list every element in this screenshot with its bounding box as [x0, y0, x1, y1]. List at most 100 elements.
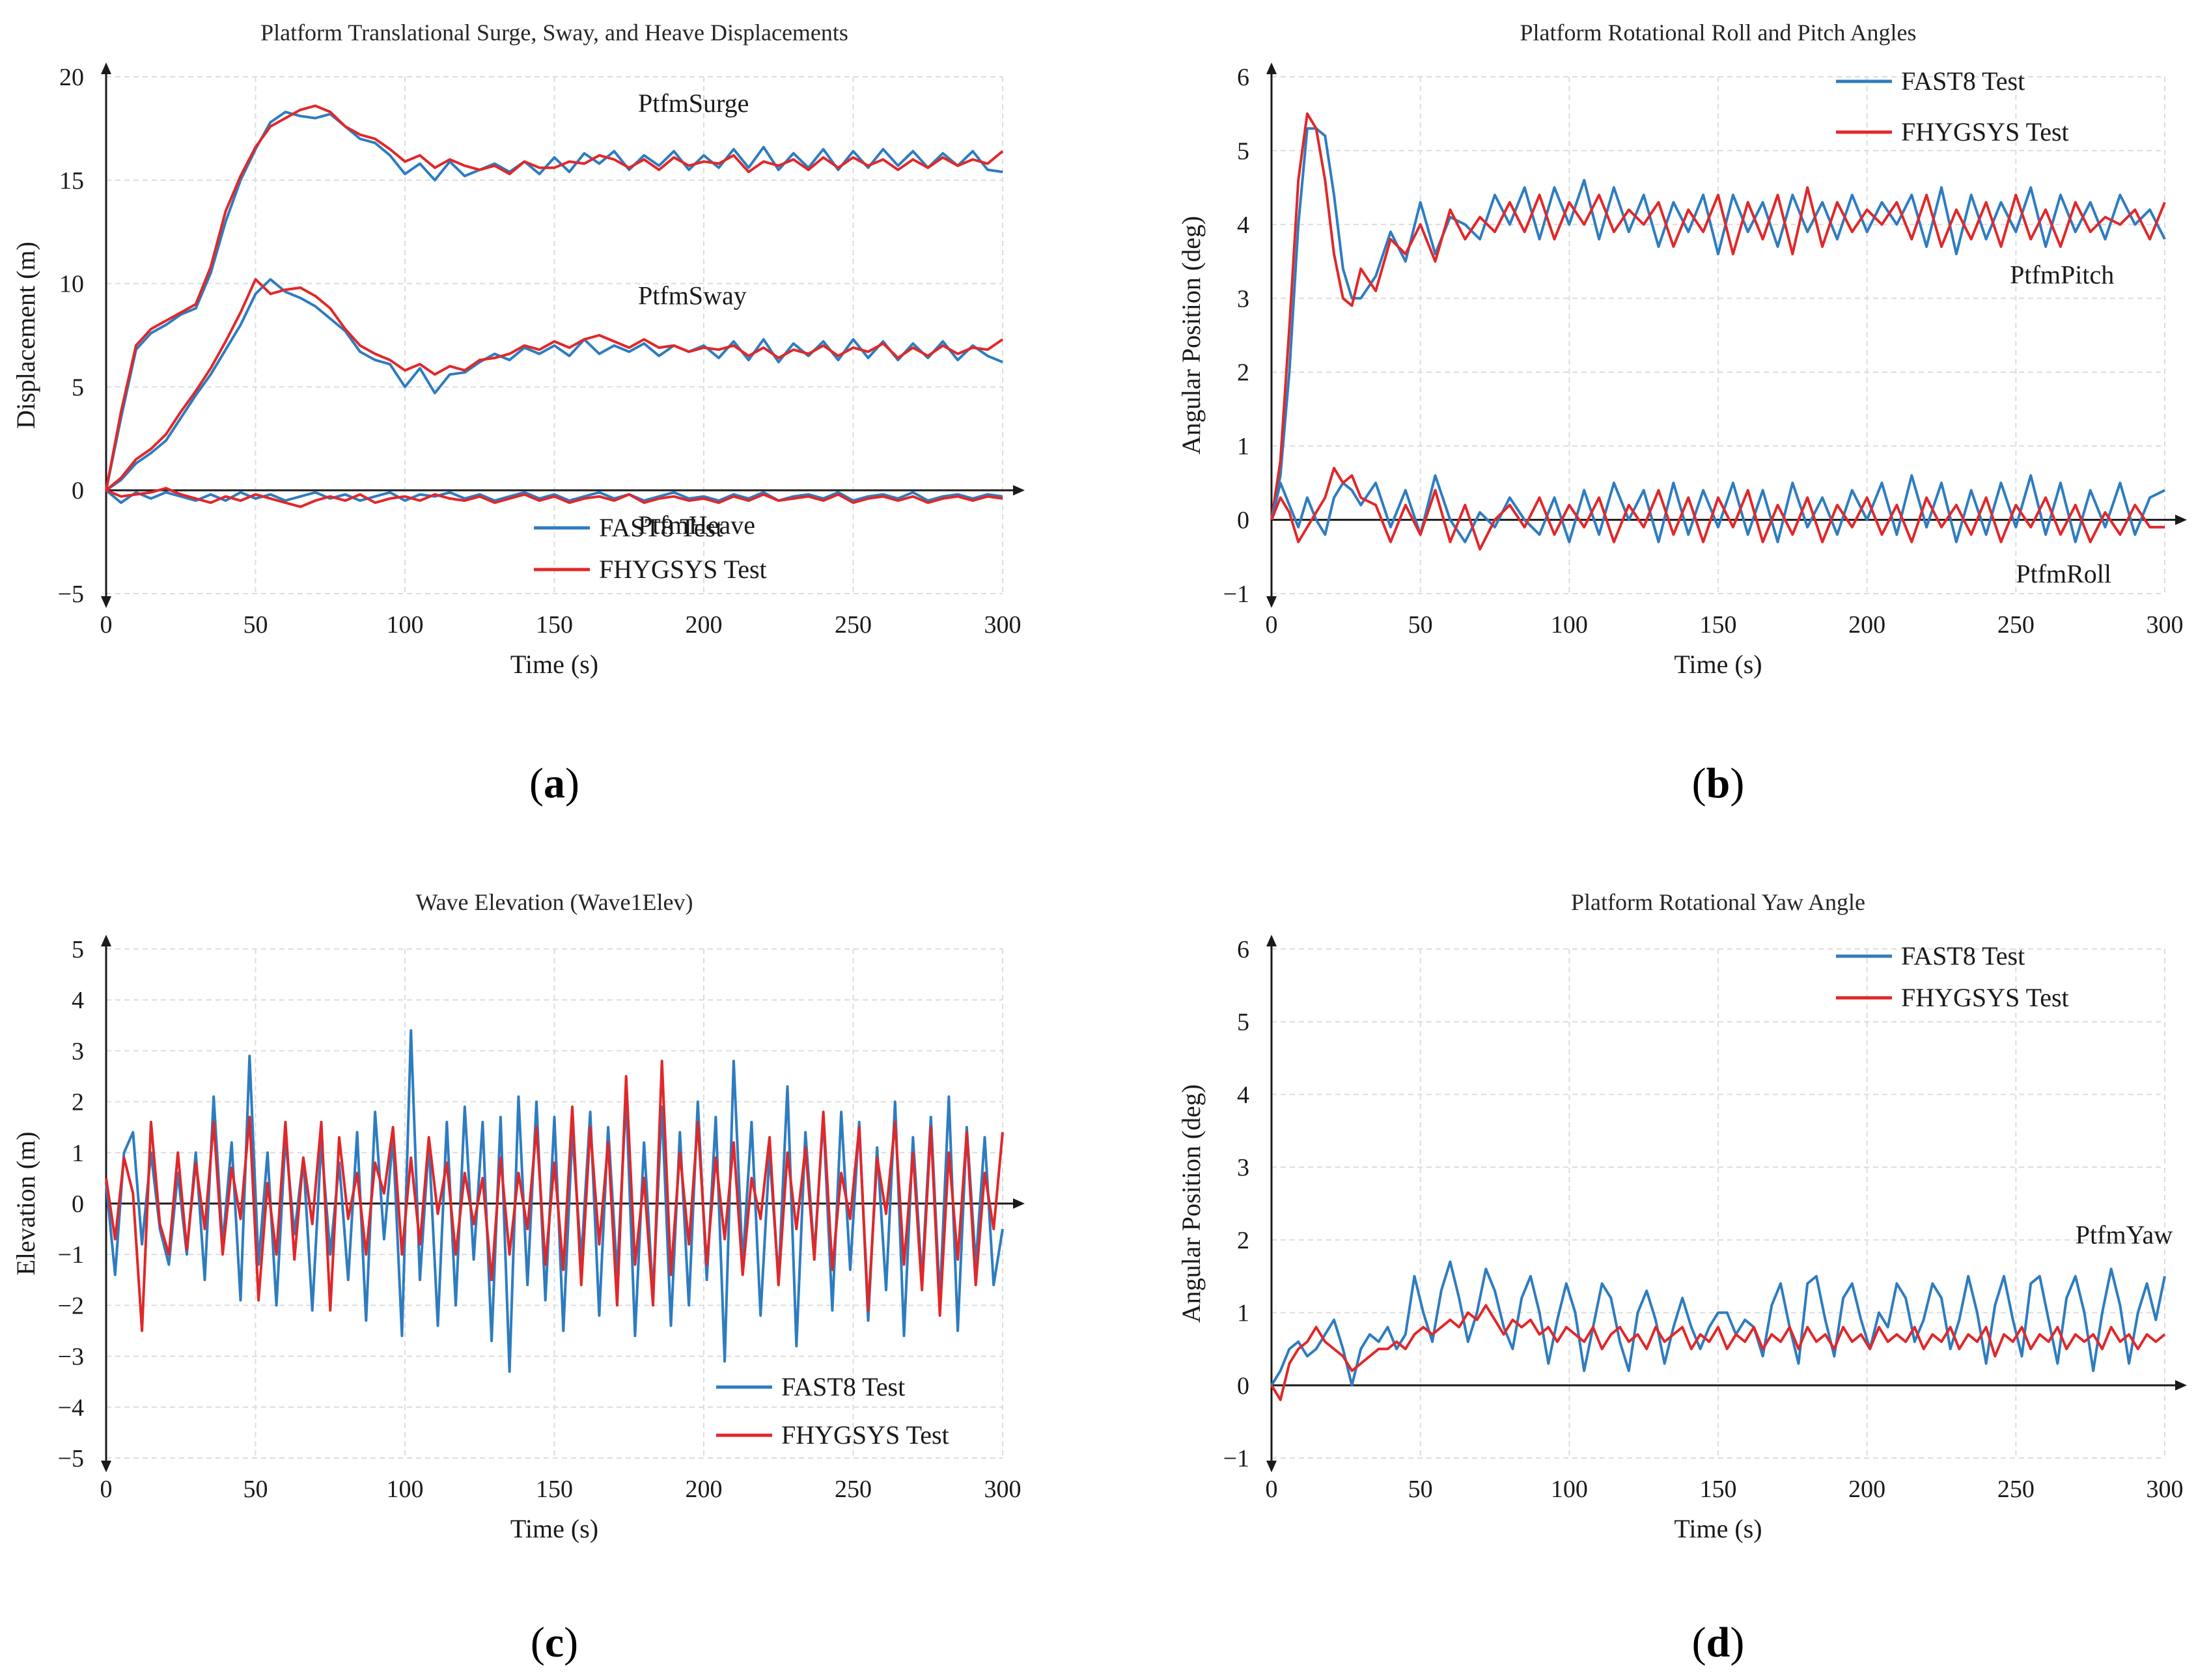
y-axis-arrow-down-icon — [101, 596, 111, 608]
chart-title: Platform Translational Surge, Sway, and … — [260, 20, 848, 46]
y-tick-label: 6 — [1237, 936, 1249, 963]
y-axis-label: Displacement (m) — [11, 241, 40, 429]
x-tick-label: 200 — [1848, 611, 1885, 639]
panel-caption: (a) — [529, 760, 579, 807]
y-axis-label: Elevation (m) — [11, 1131, 40, 1275]
series-annotation: PtfmPitch — [2010, 260, 2114, 290]
x-tick-label: 250 — [835, 611, 872, 639]
y-tick-label: 20 — [59, 64, 84, 91]
legend-label: FAST8 Test — [599, 513, 723, 542]
panel-caption-letter: b — [1706, 760, 1730, 807]
x-tick-label: 100 — [1551, 1476, 1588, 1503]
x-tick-label: 300 — [2147, 611, 2184, 639]
chart-title: Platform Rotational Yaw Angle — [1571, 889, 1865, 915]
y-tick-label: 2 — [1237, 359, 1249, 387]
y-tick-label: 0 — [1237, 1372, 1249, 1399]
series-line-ptfmsurge-fhygsys — [105, 104, 1004, 491]
x-tick-label: 150 — [1700, 1476, 1737, 1503]
y-tick-label: 5 — [1237, 137, 1249, 165]
x-tick-label: 100 — [387, 1476, 424, 1503]
series-line-ptfmroll-fhygsys — [1270, 467, 2165, 551]
legend-label: FHYGSYS Test — [1901, 983, 2069, 1012]
x-axis-arrow-icon — [1013, 1198, 1025, 1209]
y-tick-label: 4 — [72, 987, 84, 1014]
series-line-ptfmpitch-fhygsys — [1270, 112, 2166, 520]
y-tick-label: −5 — [58, 581, 84, 608]
legend-label: FHYGSYS Test — [781, 1420, 949, 1450]
x-axis-label: Time (s) — [1674, 650, 1762, 679]
panel-b: 0 50 100 150 200 250 300 −1 0 1 2 3 4 5 6 Platform Rota… — [1176, 20, 2187, 807]
series-line-wave1elev-fhygsys — [105, 1060, 1004, 1332]
x-tick-label: 250 — [1997, 1476, 2035, 1503]
x-tick-label: 0 — [1266, 1476, 1278, 1503]
panel-caption: (d) — [1692, 1619, 1745, 1666]
y-axis-arrow-up-icon — [101, 62, 111, 74]
series-line-ptfmyaw-fhygsys — [1270, 1304, 2166, 1401]
y-tick-label: 1 — [72, 1140, 84, 1167]
y-axis-arrow-down-icon — [101, 1461, 111, 1472]
panel-caption-letter: d — [1706, 1619, 1730, 1666]
chart-title: Platform Rotational Roll and Pitch Angle… — [1520, 20, 1917, 46]
y-tick-label: 2 — [72, 1089, 84, 1116]
panel-caption-letter: a — [544, 760, 565, 807]
x-tick-label: 300 — [984, 611, 1022, 639]
panel-c: 0 50 100 150 200 250 300 −5 −4 −3 −2 −1 0 1 2 3 4 5 Wave E… — [11, 889, 1025, 1666]
panel-caption: (c) — [531, 1619, 578, 1666]
y-tick-label: 0 — [72, 477, 84, 504]
series-annotation: PtfmYaw — [2076, 1220, 2173, 1249]
x-tick-label: 100 — [387, 611, 424, 639]
panel-caption-letter: c — [545, 1619, 564, 1666]
x-tick-label: 150 — [536, 611, 573, 639]
y-axis-label: Angular Position (deg) — [1176, 1084, 1206, 1323]
series-line-ptfmsway-fhygsys — [105, 278, 1004, 491]
x-tick-label: 200 — [686, 611, 723, 639]
y-tick-label: 3 — [1237, 1154, 1249, 1181]
series-line-ptfmsway-fast8 — [105, 278, 1003, 491]
y-tick-label: −5 — [58, 1445, 84, 1472]
x-tick-label: 150 — [1700, 611, 1737, 639]
legend-label: FHYGSYS Test — [599, 555, 767, 584]
y-tick-label: 5 — [1237, 1009, 1249, 1036]
series-line-ptfmheave-fast8 — [105, 489, 1003, 504]
series-annotation: PtfmHeave — [638, 510, 755, 540]
y-tick-label: 5 — [72, 936, 84, 963]
series-line-ptfmroll-fast8 — [1270, 474, 2165, 544]
panel-a: 0 50 100 150 200 250 300 −5 0 5 10 15 20 Platform Tra… — [11, 20, 1025, 807]
x-tick-label: 0 — [100, 1476, 113, 1503]
x-tick-label: 300 — [984, 1476, 1022, 1503]
series-annotation: PtfmSway — [638, 281, 747, 310]
x-tick-label: 100 — [1551, 611, 1588, 639]
panel-caption: (b) — [1692, 760, 1745, 807]
series-annotation: PtfmRoll — [2016, 559, 2111, 588]
x-tick-label: 0 — [100, 611, 113, 639]
legend-label: FAST8 Test — [1901, 66, 2025, 96]
y-tick-label: 0 — [72, 1191, 84, 1218]
y-tick-label: −1 — [58, 1241, 84, 1269]
y-axis-arrow-up-icon — [1266, 62, 1277, 74]
x-tick-label: 300 — [2147, 1476, 2184, 1503]
legend-label: FHYGSYS Test — [1901, 117, 2069, 146]
legend-label: FAST8 Test — [781, 1372, 905, 1401]
y-tick-label: 6 — [1237, 64, 1249, 91]
y-tick-label: 3 — [1237, 285, 1249, 312]
y-tick-label: 10 — [59, 271, 84, 298]
series-line-ptfmheave-fhygsys — [105, 487, 1003, 508]
x-axis-arrow-icon — [2175, 1380, 2187, 1391]
y-tick-label: −4 — [58, 1394, 84, 1422]
y-tick-label: 5 — [72, 374, 84, 401]
x-axis-arrow-icon — [2175, 514, 2187, 525]
y-tick-label: 0 — [1237, 507, 1249, 534]
y-axis-arrow-down-icon — [1266, 596, 1277, 608]
y-axis-arrow-up-icon — [101, 935, 111, 946]
x-tick-label: 150 — [536, 1476, 573, 1503]
y-axis-arrow-down-icon — [1266, 1461, 1277, 1472]
x-tick-label: 0 — [1266, 611, 1278, 639]
x-tick-label: 250 — [1997, 611, 2035, 639]
x-axis-label: Time (s) — [1674, 1514, 1762, 1543]
y-axis-arrow-up-icon — [1266, 935, 1277, 946]
y-tick-label: 3 — [72, 1038, 84, 1065]
x-axis-arrow-icon — [1013, 485, 1025, 496]
y-tick-label: −3 — [58, 1343, 84, 1371]
x-tick-label: 250 — [835, 1476, 872, 1503]
chart-title: Wave Elevation (Wave1Elev) — [415, 889, 693, 915]
